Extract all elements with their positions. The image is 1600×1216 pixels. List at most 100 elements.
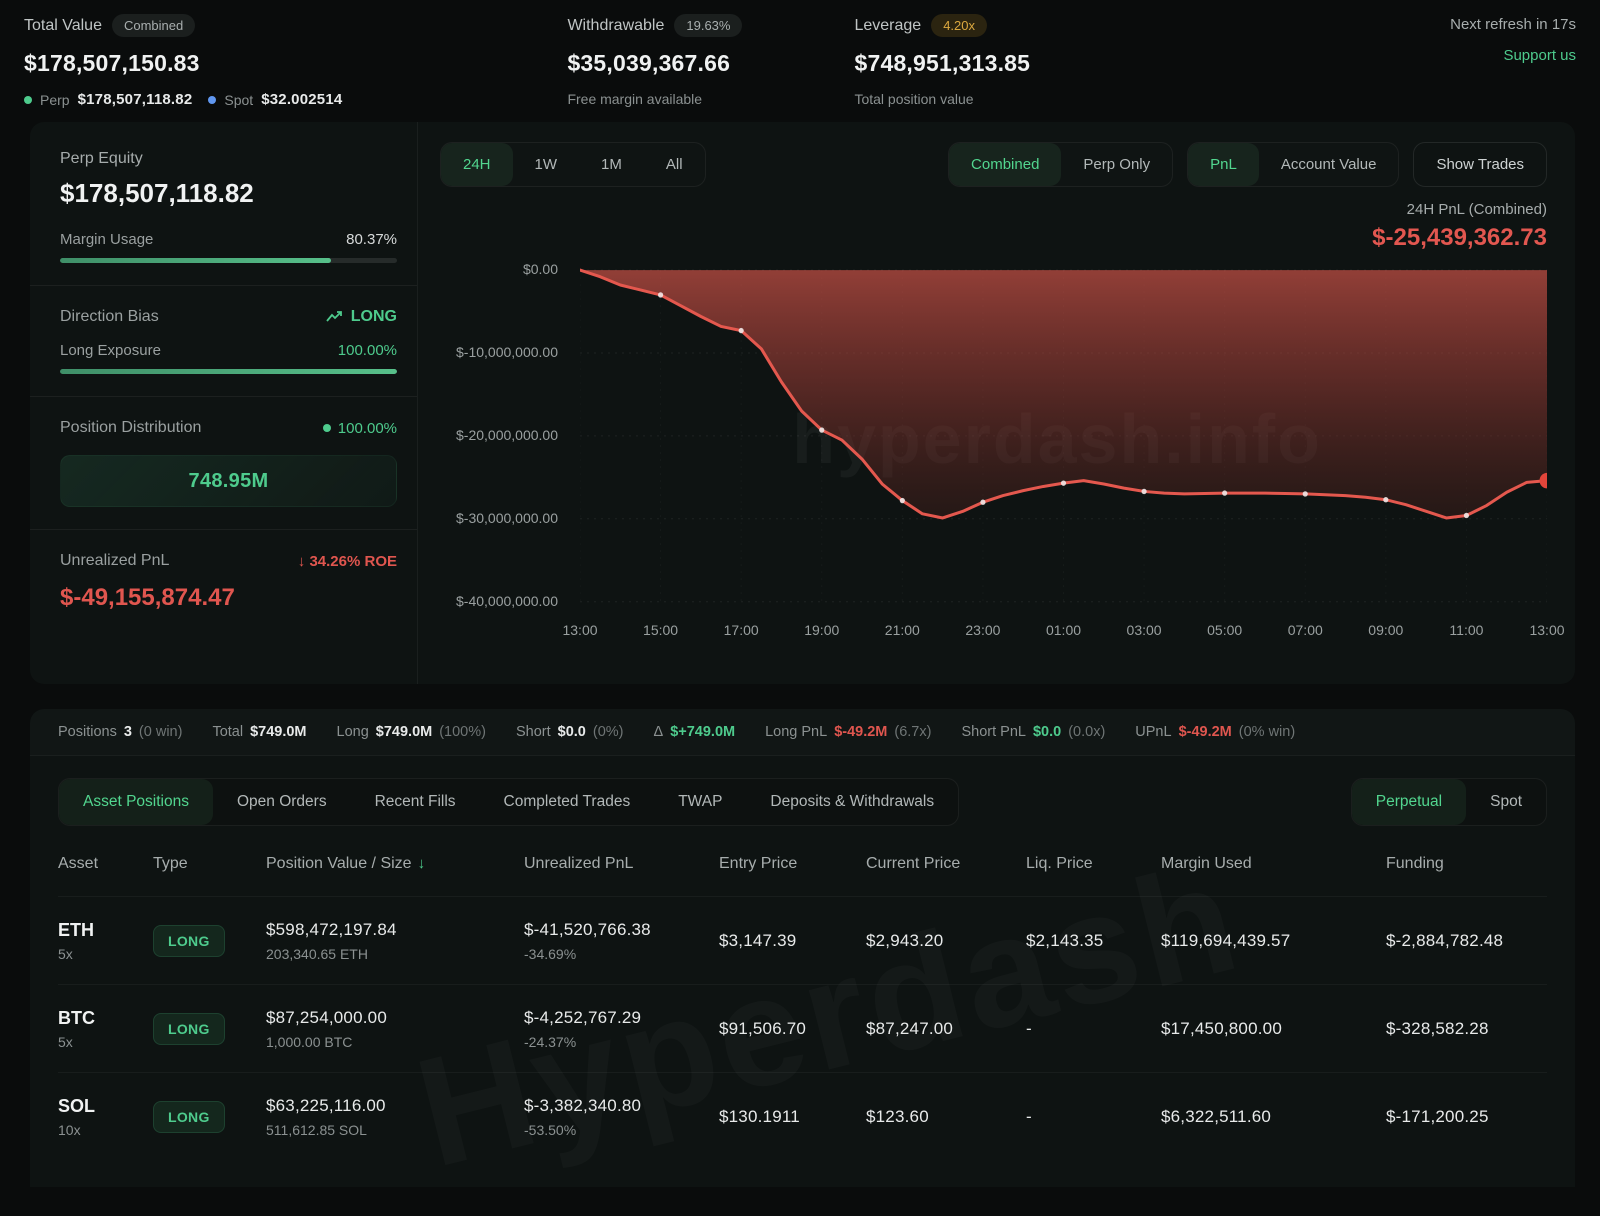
leverage-value: $748,951,313.85 xyxy=(854,50,1031,76)
roe-value: 34.26% ROE xyxy=(309,552,397,570)
table-row[interactable]: BTC 5x LONG $87,254,000.00 1,000.00 BTC … xyxy=(58,984,1547,1072)
spot-label: Spot xyxy=(224,91,254,108)
summary-item: Total $749.0M xyxy=(212,724,307,740)
column-header[interactable]: Type xyxy=(153,855,188,872)
range-tab-1m[interactable]: 1M xyxy=(579,143,644,186)
column-header[interactable]: Asset xyxy=(58,855,99,872)
long-exposure-bar xyxy=(60,369,397,374)
x-axis-label: 01:00 xyxy=(1045,622,1082,638)
x-axis-label: 03:00 xyxy=(1126,622,1162,638)
range-tab-all[interactable]: All xyxy=(644,143,705,186)
tab-twap[interactable]: TWAP xyxy=(654,779,746,825)
row-unrealized-pnl-pct: -24.37% xyxy=(524,1033,577,1050)
current-price: $123.60 xyxy=(866,1106,929,1126)
sort-down-icon: ↓ xyxy=(417,855,426,872)
position-distribution-value: 100.00% xyxy=(337,419,397,437)
time-range-tabs: 24H 1W 1M All xyxy=(440,142,706,187)
y-axis-label: $-40,000,000.00 xyxy=(456,592,558,609)
range-tab-1w[interactable]: 1W xyxy=(513,143,580,186)
asset-symbol: BTC xyxy=(58,1007,95,1028)
pnl-caption: 24H PnL (Combined) xyxy=(1406,201,1547,218)
column-header[interactable]: Margin Used xyxy=(1161,855,1252,872)
position-size: 511,612.85 SOL xyxy=(266,1121,367,1138)
position-value: $87,254,000.00 xyxy=(266,1007,387,1027)
y-axis-label: $0.00 xyxy=(522,261,558,278)
tab-completed-trades[interactable]: Completed Trades xyxy=(480,779,655,825)
table-header-row: Asset Type Position Value / Size ↓ Unrealize… xyxy=(58,832,1547,896)
chart-x-axis: 13:00 15:00 17:00 19:00 21:00 23:00 01:00 03:00… xyxy=(562,622,1564,646)
funding: $-171,200.25 xyxy=(1386,1106,1489,1126)
perp-label: Perp xyxy=(40,91,70,108)
margin-used: $119,694,439.57 xyxy=(1161,930,1291,950)
funding: $-2,884,782.48 xyxy=(1386,930,1504,950)
asset-leverage: 5x xyxy=(58,945,73,962)
liq-price: - xyxy=(1026,1106,1032,1126)
mode-tab-combined[interactable]: Combined xyxy=(949,143,1062,186)
withdrawable-value: $35,039,367.66 xyxy=(567,50,731,76)
y-axis-label: $-30,000,000.00 xyxy=(456,509,558,526)
position-value: $598,472,197.84 xyxy=(266,919,397,939)
tab-open-orders[interactable]: Open Orders xyxy=(213,779,351,825)
summary-item: Positions 3 (0 win) xyxy=(58,724,183,740)
x-axis-label: 13:00 xyxy=(562,622,598,638)
withdrawable-group: Withdrawable 19.63% $35,039,367.66 Free … xyxy=(567,14,743,107)
column-header[interactable]: Unrealized PnL xyxy=(524,855,634,872)
tab-deposits-withdrawals[interactable]: Deposits & Withdrawals xyxy=(746,779,958,825)
divider xyxy=(30,396,417,397)
view-tab-account-value[interactable]: Account Value xyxy=(1259,143,1399,186)
current-price: $2,943.20 xyxy=(866,930,944,950)
summary-item: Short $0.0 (0%) xyxy=(515,724,624,740)
position-type-badge: LONG xyxy=(153,1012,225,1045)
row-unrealized-pnl: $-4,252,767.29 xyxy=(524,1007,642,1027)
asset-leverage: 5x xyxy=(58,1033,73,1050)
column-header[interactable]: Current Price xyxy=(866,855,961,872)
column-header[interactable]: Funding xyxy=(1386,855,1444,872)
spot-dot-icon xyxy=(208,95,217,104)
withdrawable-label: Withdrawable xyxy=(567,16,665,34)
margin-usage-label: Margin Usage xyxy=(60,231,154,248)
column-header[interactable]: Position Value / Size ↓ xyxy=(266,855,426,872)
overview-panel: Perp Equity $178,507,118.82 Margin Usage… xyxy=(30,122,1575,684)
column-header[interactable]: Entry Price xyxy=(719,855,798,872)
entry-price: $130.1911 xyxy=(719,1106,800,1126)
leverage-label: Leverage xyxy=(854,16,922,34)
x-axis-label: 23:00 xyxy=(965,622,1001,638)
positions-panel: Positions 3 (0 win) Total $749.0M Long $749.0M… xyxy=(30,709,1575,1187)
y-axis-label: $-20,000,000.00 xyxy=(456,426,558,443)
view-tab-pnl[interactable]: PnL xyxy=(1188,143,1259,186)
unrealized-pnl-label: Unrealized PnL xyxy=(60,552,170,569)
market-toggle: Perpetual Spot xyxy=(1350,778,1547,826)
pnl-chart[interactable]: hyperdash.info $0.00$-10,000,000.00$-20,… xyxy=(440,261,1547,610)
pnl-chart-section: 24H 1W 1M All Combined Perp Only PnL Account … xyxy=(418,122,1575,684)
support-us-link[interactable]: Support us xyxy=(1503,47,1576,64)
total-value-group: Total Value Combined $178,507,150.83 Per… xyxy=(24,14,342,108)
position-size: 203,340.65 ETH xyxy=(266,945,368,962)
pnl-value: $-25,439,362.73 xyxy=(1372,224,1547,251)
mode-tab-perp-only[interactable]: Perp Only xyxy=(1061,143,1172,186)
range-tab-24h[interactable]: 24H xyxy=(441,143,513,186)
summary-item: Short PnL $0.0 (0.0x) xyxy=(961,724,1106,740)
position-distribution-label: Position Distribution xyxy=(60,419,202,436)
x-axis-label: 15:00 xyxy=(643,622,679,638)
asset-leverage: 10x xyxy=(58,1121,81,1138)
funding: $-328,582.28 xyxy=(1386,1018,1489,1038)
position-size: 1,000.00 BTC xyxy=(266,1033,353,1050)
market-tab-spot[interactable]: Spot xyxy=(1466,779,1546,825)
trend-up-icon xyxy=(326,311,342,322)
margin-used: $6,322,511.60 xyxy=(1161,1106,1272,1126)
long-exposure-value: 100.00% xyxy=(337,342,397,359)
market-tab-perpetual[interactable]: Perpetual xyxy=(1351,779,1467,825)
table-row[interactable]: SOL 10x LONG $63,225,116.00 511,612.85 S… xyxy=(58,1072,1547,1160)
perp-dot-icon xyxy=(24,95,32,104)
pnl-account-toggle: PnL Account Value xyxy=(1187,142,1400,187)
table-row[interactable]: ETH 5x LONG $598,472,197.84 203,340.65 E… xyxy=(58,896,1547,984)
tab-asset-positions[interactable]: Asset Positions xyxy=(59,779,213,825)
withdrawable-pct-badge: 19.63% xyxy=(674,14,743,37)
tab-recent-fills[interactable]: Recent Fills xyxy=(351,779,480,825)
row-unrealized-pnl-pct: -53.50% xyxy=(524,1121,577,1138)
y-axis-label: $-10,000,000.00 xyxy=(456,343,558,360)
column-header[interactable]: Liq. Price xyxy=(1026,855,1093,872)
x-axis-label: 21:00 xyxy=(884,622,920,638)
show-trades-button[interactable]: Show Trades xyxy=(1413,142,1547,187)
